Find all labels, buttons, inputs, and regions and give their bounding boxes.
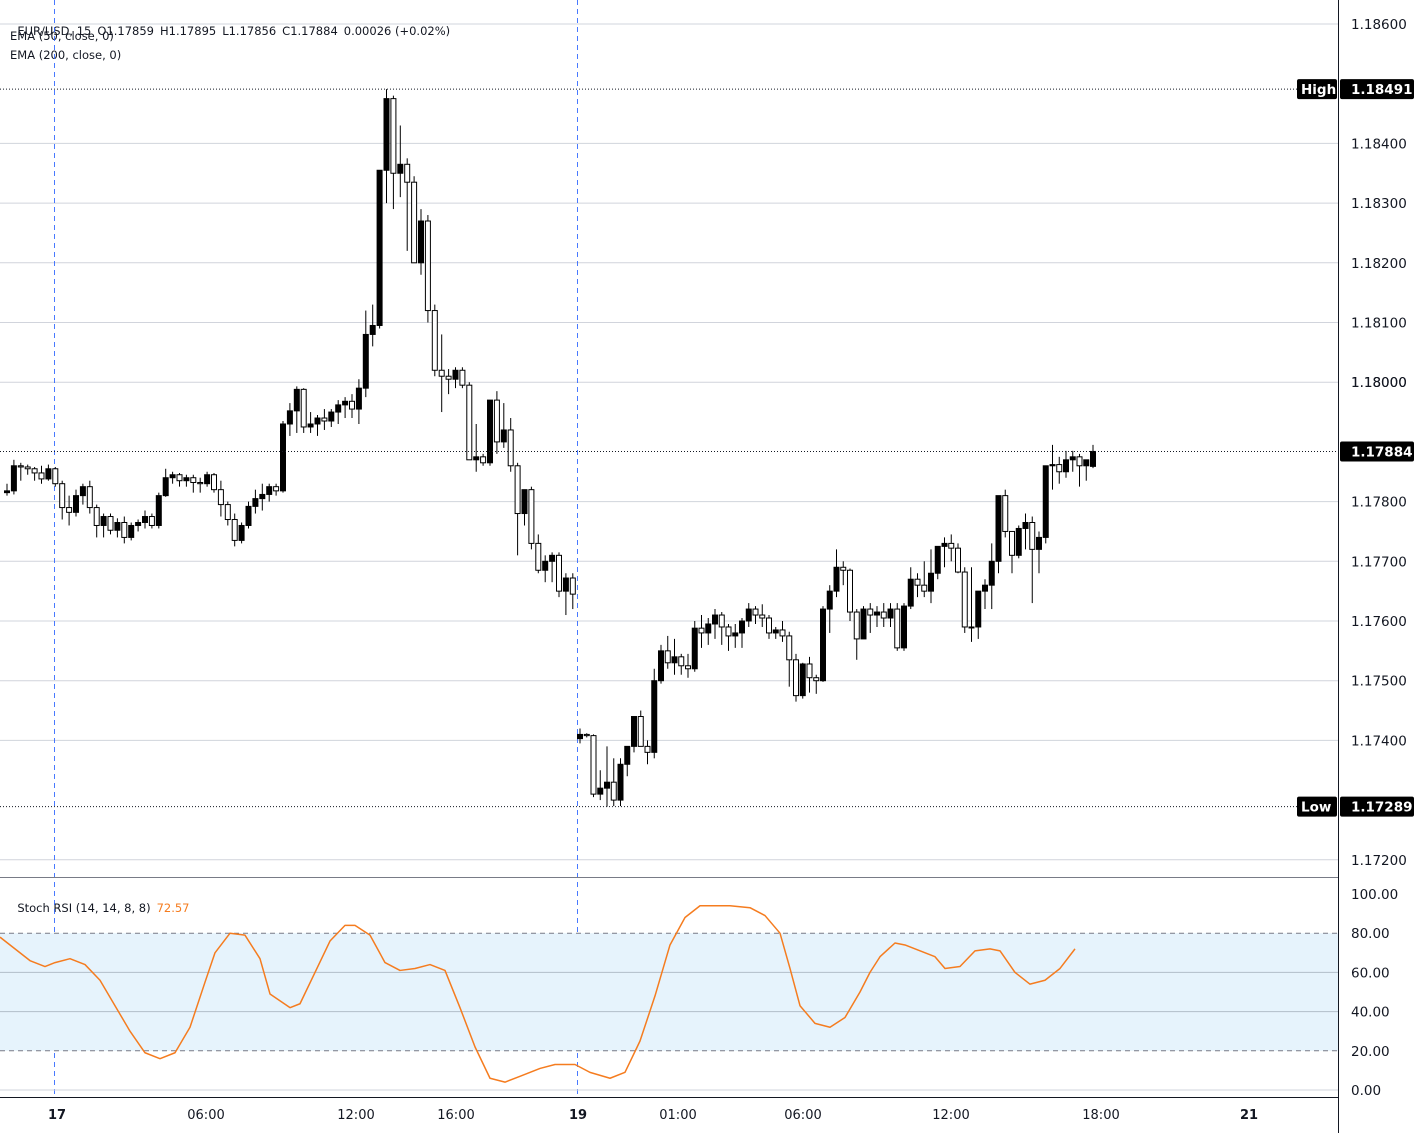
svg-text:1.18300: 1.18300 xyxy=(1351,196,1407,212)
svg-text:High: High xyxy=(1301,82,1336,98)
svg-text:1.18100: 1.18100 xyxy=(1351,316,1407,332)
candlestick-series xyxy=(4,89,1096,807)
svg-text:1.17700: 1.17700 xyxy=(1351,554,1407,570)
svg-text:1.18491: 1.18491 xyxy=(1351,82,1413,98)
svg-text:1.18600: 1.18600 xyxy=(1351,17,1407,33)
ohlc-high: H1.17895 xyxy=(160,24,217,38)
svg-text:80.00: 80.00 xyxy=(1351,926,1390,942)
svg-text:Low: Low xyxy=(1301,800,1331,816)
svg-text:1.17400: 1.17400 xyxy=(1351,733,1407,749)
svg-text:1.18000: 1.18000 xyxy=(1351,375,1407,391)
session-break-lines xyxy=(54,0,578,1097)
symbol-legend: EUR/USD, 15 O1.17859 H1.17895 L1.17856 C1.17… xyxy=(10,10,456,38)
svg-text:1.17884: 1.17884 xyxy=(1351,444,1413,460)
svg-text:06:00: 06:00 xyxy=(784,1108,821,1123)
price-axis[interactable]: 1.18600 1.18400 1.18300 1.18200 1.18100 1.180… xyxy=(1339,0,1418,1133)
ohlc-open: O1.17859 xyxy=(97,24,154,38)
svg-text:01:00: 01:00 xyxy=(659,1108,696,1123)
svg-text:1.18200: 1.18200 xyxy=(1351,256,1407,272)
svg-text:60.00: 60.00 xyxy=(1351,965,1390,981)
svg-text:1.17200: 1.17200 xyxy=(1351,853,1407,869)
svg-text:16:00: 16:00 xyxy=(437,1108,474,1123)
svg-text:17: 17 xyxy=(48,1108,66,1123)
svg-text:1.17600: 1.17600 xyxy=(1351,614,1407,630)
svg-text:1.17289: 1.17289 xyxy=(1351,800,1413,816)
svg-text:12:00: 12:00 xyxy=(932,1108,969,1123)
svg-text:40.00: 40.00 xyxy=(1351,1005,1390,1021)
svg-text:1.17800: 1.17800 xyxy=(1351,495,1407,511)
stoch-rsi-line xyxy=(0,905,1076,1083)
svg-text:12:00: 12:00 xyxy=(337,1108,374,1123)
price-change: 0.00026 (+0.02%) xyxy=(343,24,451,38)
svg-text:18:00: 18:00 xyxy=(1082,1108,1119,1123)
ema50-legend[interactable]: EMA (50, close, 0) xyxy=(10,29,114,43)
svg-text:19: 19 xyxy=(569,1108,587,1123)
symbol-label[interactable]: EUR/USD, 15 xyxy=(17,24,92,38)
svg-text:21: 21 xyxy=(1240,1108,1258,1123)
stoch-rsi-band xyxy=(0,932,1338,1091)
svg-text:06:00: 06:00 xyxy=(187,1108,224,1123)
svg-text:1.18000: 1.18000 xyxy=(1351,375,1407,391)
price-grid xyxy=(0,23,1338,861)
stoch-rsi-label: Stoch RSI (14, 14, 8, 8) xyxy=(17,901,151,915)
svg-text:1.17500: 1.17500 xyxy=(1351,674,1407,690)
ohlc-low: L1.17856 xyxy=(222,24,277,38)
stoch-rsi-legend[interactable]: Stoch RSI (14, 14, 8, 8) 72.57 xyxy=(10,887,196,915)
svg-text:1.18400: 1.18400 xyxy=(1351,136,1407,152)
stoch-rsi-value: 72.57 xyxy=(156,901,190,915)
ohlc-close: C1.17884 xyxy=(282,24,338,38)
price-tags: High 1.18491 Low 1.17289 1.17884 xyxy=(1297,79,1414,817)
svg-text:20.00: 20.00 xyxy=(1351,1044,1390,1060)
svg-text:100.00: 100.00 xyxy=(1351,887,1398,903)
svg-text:0.00: 0.00 xyxy=(1351,1083,1381,1099)
ema200-legend[interactable]: EMA (200, close, 0) xyxy=(10,48,122,62)
high-low-lines xyxy=(0,88,1338,808)
time-axis[interactable]: 17 06:00 12:00 16:00 19 01:00 06:00 12:00 18:00 2… xyxy=(48,1108,1258,1123)
